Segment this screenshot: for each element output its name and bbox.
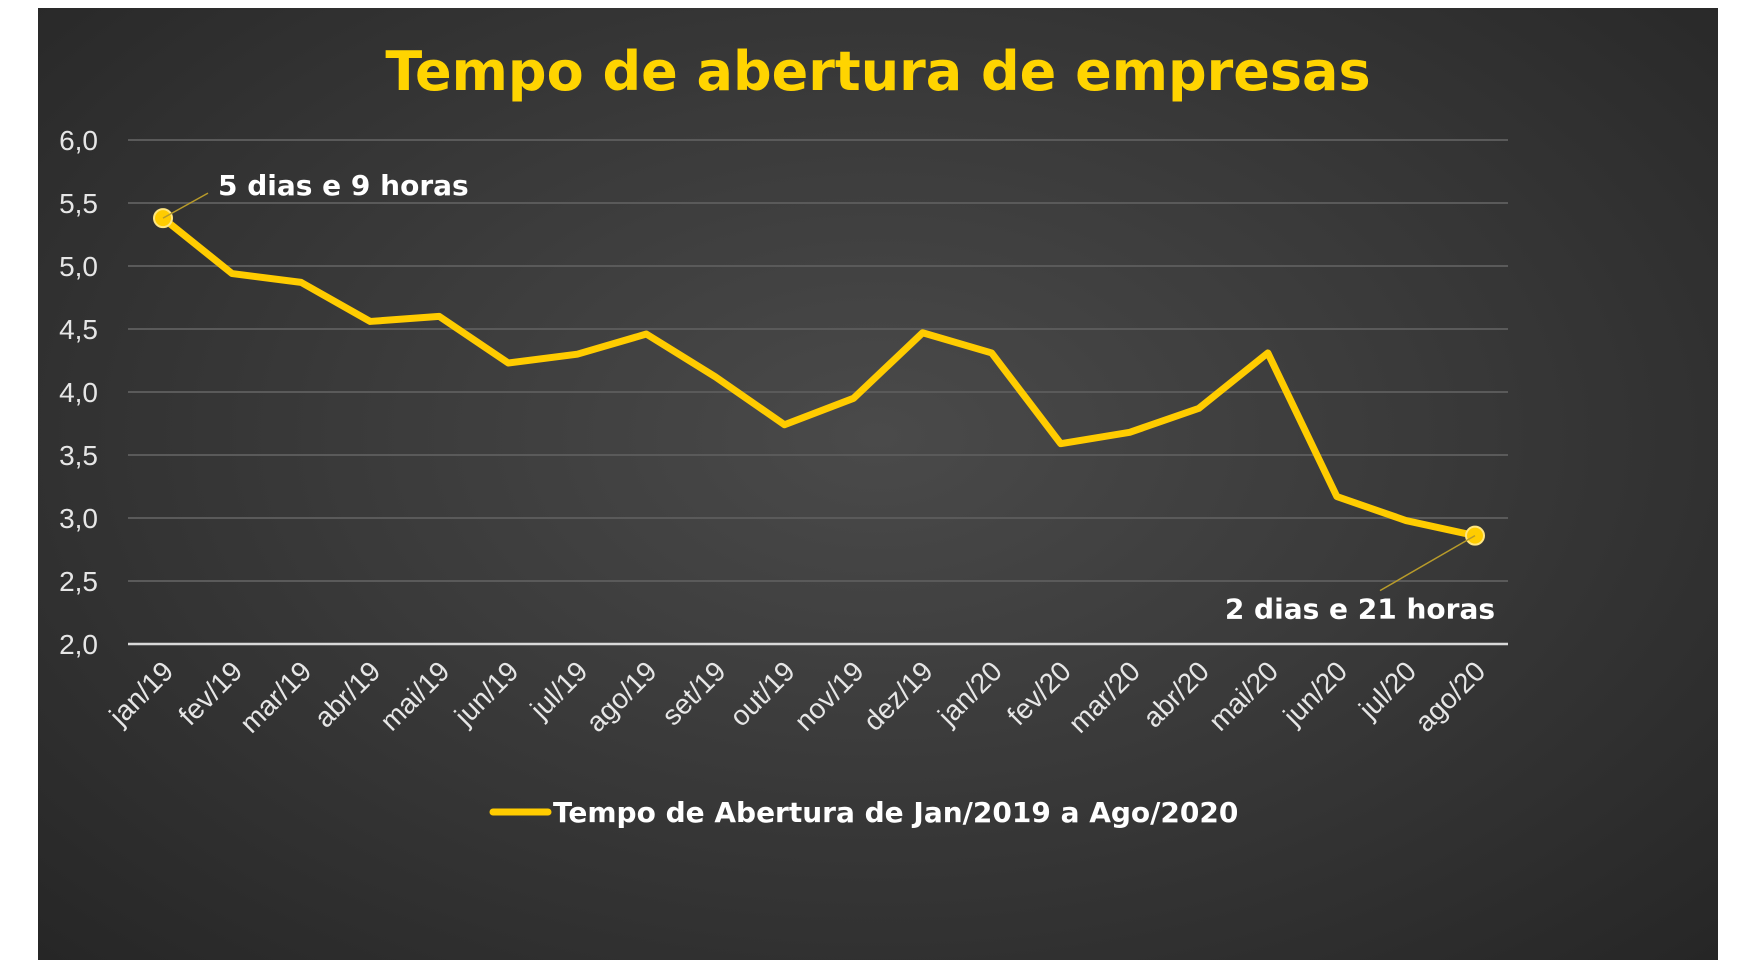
y-tick-label: 3,0 (59, 503, 98, 534)
x-tick-label: ago/19 (580, 655, 662, 737)
x-tick-label: jan/20 (931, 655, 1008, 732)
x-tick-label: abr/20 (1137, 655, 1215, 733)
x-tick-label: jan/19 (103, 655, 180, 732)
annotation-label: 5 dias e 9 horas (218, 169, 469, 202)
x-tick-label: dez/19 (857, 655, 938, 736)
x-tick-label: jun/20 (1277, 655, 1354, 732)
x-tick-label: set/19 (656, 655, 732, 731)
series-layer (159, 214, 1479, 540)
y-tick-label: 5,0 (59, 251, 98, 282)
y-tick-label: 4,0 (59, 377, 98, 408)
legend: Tempo de Abertura de Jan/2019 a Ago/2020 (489, 796, 1238, 829)
y-axis-ticks: 2,0 2,5 3,0 3,5 4,0 4,5 5,0 5,5 6,0 (59, 125, 98, 660)
annotation-leader (162, 192, 209, 219)
series-line (159, 214, 1479, 540)
annotations: 5 dias e 9 horas 2 dias e 21 horas (153, 169, 1495, 626)
x-tick-label: abr/19 (308, 655, 386, 733)
x-tick-label: out/19 (724, 655, 801, 732)
x-tick-label: mai/20 (1203, 655, 1284, 736)
y-tick-label: 6,0 (59, 125, 98, 156)
chart-title: Tempo de abertura de empresas (385, 40, 1370, 103)
y-tick-label: 2,0 (59, 629, 98, 660)
chart-panel: Tempo de abertura de empresas 2,0 2,5 3,0 3… (38, 8, 1718, 960)
line-chart: Tempo de abertura de empresas 2,0 2,5 3,0 3… (59, 40, 1508, 829)
x-tick-label: mai/19 (374, 655, 455, 736)
x-tick-label: mar/19 (234, 655, 318, 739)
gridlines (128, 139, 1508, 646)
x-tick-label: mar/20 (1062, 655, 1146, 739)
annotation-leader (1379, 534, 1476, 592)
y-tick-label: 2,5 (59, 566, 98, 597)
x-tick-label: nov/19 (788, 655, 869, 736)
y-tick-label: 5,5 (59, 188, 98, 219)
x-tick-label: jun/19 (448, 655, 525, 732)
y-tick-label: 4,5 (59, 314, 98, 345)
y-tick-label: 3,5 (59, 440, 98, 471)
x-tick-label: ago/20 (1409, 655, 1491, 737)
annotation-label: 2 dias e 21 horas (1225, 593, 1495, 626)
legend-label: Tempo de Abertura de Jan/2019 a Ago/2020 (553, 796, 1238, 829)
